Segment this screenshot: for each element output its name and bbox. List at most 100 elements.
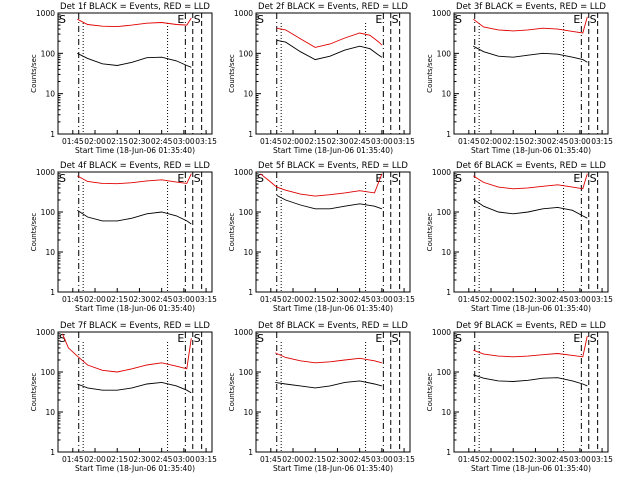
marker-s-label: S bbox=[194, 13, 201, 26]
x-tick-label: 02:15 bbox=[502, 137, 524, 146]
x-tick-label: 01:45 bbox=[458, 137, 480, 146]
x-tick-label: 03:00 bbox=[173, 137, 195, 146]
plot-frame bbox=[255, 12, 411, 135]
series-lld-line bbox=[473, 173, 588, 190]
y-tick-label: 1000 bbox=[234, 9, 253, 18]
panel-det-5f: Det 5f BLACK = Events, RED = LLD 1 10 100 10… bbox=[228, 161, 415, 313]
x-axis-label: Start Time (18-Jun-06 01:35:40) bbox=[273, 464, 393, 473]
x-tick-label: 02:00 bbox=[480, 295, 502, 304]
y-tick-label: 1 bbox=[446, 448, 451, 457]
y-axis-label: Counts/sec bbox=[30, 213, 38, 252]
series-events-line bbox=[77, 52, 192, 68]
x-tick-label: 02:15 bbox=[106, 295, 128, 304]
x-tick-label: 02:30 bbox=[525, 455, 547, 464]
x-tick-label: 02:15 bbox=[106, 137, 128, 146]
plot-frame bbox=[57, 171, 213, 293]
x-tick-label: 03:00 bbox=[173, 455, 195, 464]
y-axis-label: Counts/sec bbox=[228, 213, 236, 252]
y-axis-label: Counts/sec bbox=[426, 54, 434, 93]
x-tick-label: 01:45 bbox=[458, 295, 480, 304]
x-tick-label: 01:45 bbox=[260, 455, 282, 464]
x-tick-label: 02:30 bbox=[129, 295, 151, 304]
y-tick-label: 10 bbox=[441, 408, 451, 417]
x-tick-label: 02:15 bbox=[304, 137, 326, 146]
x-tick-label: 02:45 bbox=[349, 137, 371, 146]
series-events-line bbox=[473, 374, 588, 387]
plot-frame bbox=[57, 331, 213, 453]
marker-e-label: E bbox=[177, 13, 184, 26]
y-tick-label: 1000 bbox=[432, 328, 451, 337]
marker-s-label: S bbox=[590, 172, 597, 185]
x-tick-label: 02:30 bbox=[327, 295, 349, 304]
y-tick-label: 100 bbox=[41, 208, 56, 217]
x-axis-label: Start Time (18-Jun-06 01:35:40) bbox=[75, 464, 195, 473]
x-tick-label: 03:15 bbox=[393, 295, 415, 304]
x-tick-label: 03:00 bbox=[371, 295, 393, 304]
y-tick-label: 1 bbox=[50, 448, 55, 457]
panel-title: Det 9f BLACK = Events, RED = LLD bbox=[456, 321, 606, 331]
x-tick-label: 01:45 bbox=[62, 455, 84, 464]
y-tick-label: 1000 bbox=[36, 9, 55, 18]
marker-e-label: E bbox=[177, 332, 184, 345]
series-lld-line bbox=[77, 17, 192, 28]
marker-s-label: S bbox=[194, 172, 201, 185]
x-tick-label: 03:15 bbox=[393, 137, 415, 146]
panel-title: Det 2f BLACK = Events, RED = LLD bbox=[258, 2, 408, 12]
x-tick-label: 02:00 bbox=[84, 295, 106, 304]
marker-e-label: E bbox=[375, 13, 382, 26]
x-axis-label: Start Time (18-Jun-06 01:35:40) bbox=[273, 304, 393, 313]
x-tick-label: 02:00 bbox=[282, 455, 304, 464]
x-tick-label: 02:45 bbox=[151, 137, 173, 146]
y-tick-label: 10 bbox=[243, 408, 253, 417]
x-tick-label: 03:00 bbox=[569, 455, 591, 464]
x-tick-label: 03:00 bbox=[569, 137, 591, 146]
x-tick-label: 02:15 bbox=[502, 455, 524, 464]
x-axis-label: Start Time (18-Jun-06 01:35:40) bbox=[273, 146, 393, 155]
y-tick-label: 10 bbox=[441, 90, 451, 99]
series-events-line bbox=[276, 39, 383, 61]
x-tick-label: 02:30 bbox=[129, 455, 151, 464]
series-events-line bbox=[275, 380, 383, 389]
panel-det-4f: Det 4f BLACK = Events, RED = LLD 1 10 100 10… bbox=[30, 161, 217, 313]
y-tick-label: 10 bbox=[243, 90, 253, 99]
y-tick-label: 1 bbox=[446, 130, 451, 139]
marker-s-label: S bbox=[455, 13, 462, 26]
series-events-line bbox=[473, 45, 588, 63]
x-tick-label: 02:45 bbox=[349, 455, 371, 464]
panel-title: Det 7f BLACK = Events, RED = LLD bbox=[60, 321, 210, 331]
x-tick-label: 02:15 bbox=[304, 295, 326, 304]
marker-s-label: S bbox=[392, 172, 399, 185]
series-events-line bbox=[77, 381, 192, 394]
series-lld-line bbox=[276, 27, 383, 48]
x-tick-label: 02:45 bbox=[547, 137, 569, 146]
marker-e-label: E bbox=[573, 332, 580, 345]
x-tick-label: 02:30 bbox=[525, 295, 547, 304]
marker-s-label: S bbox=[392, 332, 399, 345]
x-tick-label: 01:45 bbox=[62, 137, 84, 146]
marker-e-label: E bbox=[573, 172, 580, 185]
x-tick-label: 02:00 bbox=[282, 137, 304, 146]
series-lld-line bbox=[473, 16, 588, 34]
x-tick-label: 02:45 bbox=[151, 295, 173, 304]
x-tick-label: 01:45 bbox=[260, 137, 282, 146]
panel-det-6f: Det 6f BLACK = Events, RED = LLD 1 10 100 10… bbox=[426, 161, 613, 313]
series-events-line bbox=[77, 209, 192, 225]
y-tick-label: 100 bbox=[239, 49, 254, 58]
y-tick-label: 100 bbox=[437, 208, 452, 217]
panel-det-9f: Det 9f BLACK = Events, RED = LLD 1 10 100 10… bbox=[426, 321, 613, 473]
x-tick-label: 03:15 bbox=[195, 455, 217, 464]
y-tick-label: 100 bbox=[437, 368, 452, 377]
x-axis-label: Start Time (18-Jun-06 01:35:40) bbox=[471, 146, 591, 155]
marker-s-label: S bbox=[590, 332, 597, 345]
x-tick-label: 03:15 bbox=[195, 295, 217, 304]
panel-det-8f: Det 8f BLACK = Events, RED = LLD 1 10 100 10… bbox=[228, 321, 415, 473]
y-axis-label: Counts/sec bbox=[228, 54, 236, 93]
series-lld-line bbox=[77, 173, 192, 185]
series-lld-line bbox=[260, 173, 383, 197]
y-axis-label: Counts/sec bbox=[228, 373, 236, 412]
x-tick-label: 02:15 bbox=[304, 455, 326, 464]
x-tick-label: 02:45 bbox=[151, 455, 173, 464]
x-tick-label: 03:15 bbox=[591, 137, 613, 146]
x-tick-label: 02:30 bbox=[327, 137, 349, 146]
series-lld-line bbox=[61, 333, 192, 373]
